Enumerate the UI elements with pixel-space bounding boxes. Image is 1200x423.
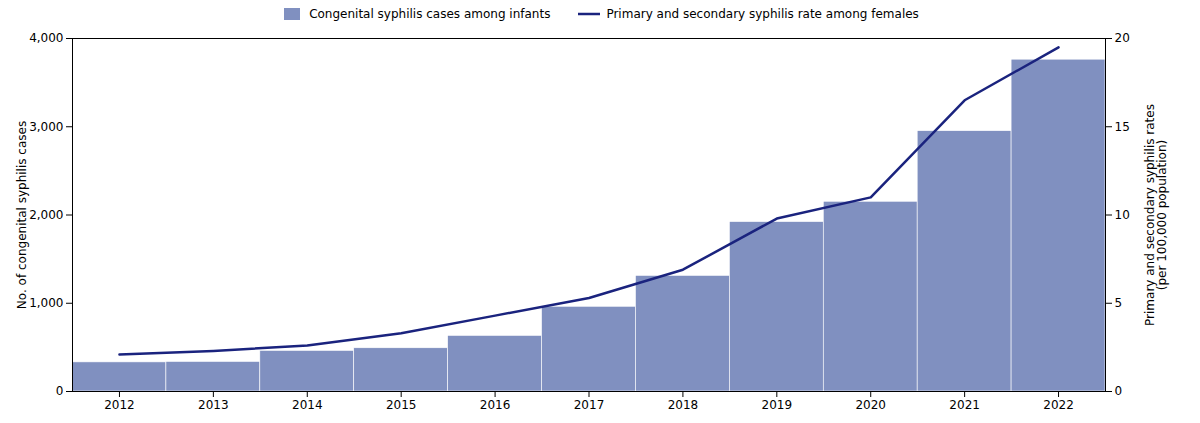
svg-text:Primary and secondary syphilis: Primary and secondary syphilis rates(per… <box>1143 104 1169 326</box>
svg-text:2,000: 2,000 <box>29 208 63 222</box>
svg-text:2018: 2018 <box>668 398 699 412</box>
svg-text:2017: 2017 <box>574 398 605 412</box>
svg-text:15: 15 <box>1115 120 1130 134</box>
svg-text:20: 20 <box>1115 31 1130 45</box>
svg-text:0: 0 <box>56 384 64 398</box>
svg-text:2019: 2019 <box>762 398 793 412</box>
svg-text:2014: 2014 <box>292 398 323 412</box>
svg-text:3,000: 3,000 <box>29 120 63 134</box>
svg-text:0: 0 <box>1115 384 1123 398</box>
svg-text:2012: 2012 <box>104 398 135 412</box>
svg-text:5: 5 <box>1115 296 1123 310</box>
svg-text:2022: 2022 <box>1043 398 1074 412</box>
svg-text:2013: 2013 <box>198 398 229 412</box>
svg-text:1,000: 1,000 <box>29 296 63 310</box>
svg-text:2016: 2016 <box>480 398 511 412</box>
svg-text:2015: 2015 <box>386 398 417 412</box>
svg-text:No. of congenital syphilis cas: No. of congenital syphilis cases <box>15 121 29 309</box>
svg-text:10: 10 <box>1115 208 1130 222</box>
svg-text:2021: 2021 <box>949 398 980 412</box>
html-text:Congenital syphilis cases amon: Congenital syphilis cases among infants <box>309 7 551 21</box>
svg-text:2020: 2020 <box>855 398 886 412</box>
svg-text:4,000: 4,000 <box>29 31 63 45</box>
html-text:Primary and secondary syphilis: Primary and secondary syphilis rate amon… <box>606 7 919 21</box>
